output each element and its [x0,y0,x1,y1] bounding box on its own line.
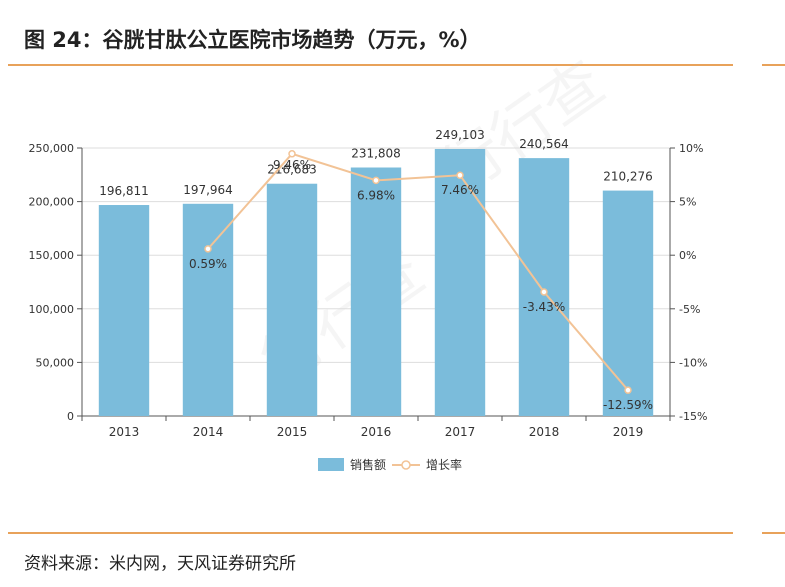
chart-title: 图 24：谷胱甘肽公立医院市场趋势（万元，%） [24,28,481,52]
top-rule [8,64,733,66]
legend-swatch-bar [318,458,344,471]
x-tick-label: 2014 [193,425,224,439]
bar-value-label: 240,564 [519,137,569,151]
growth-point [288,150,296,158]
bar-value-label: 196,811 [99,184,149,198]
growth-value-label: 9.46% [273,158,311,172]
y-left-tick-label: 150,000 [29,249,75,262]
growth-value-label: 6.98% [357,188,395,202]
bottom-rule-stub [762,532,785,534]
growth-point [624,386,632,394]
bottom-rule [8,532,733,534]
top-rule-stub [762,64,785,66]
growth-point [372,176,380,185]
bar-value-label: 210,276 [603,170,653,184]
legend-label-bar: 销售额 [350,457,386,472]
bar-value-label: 249,103 [435,128,485,142]
bar [518,158,570,416]
bar-value-label: 231,808 [351,147,401,161]
y-right-tick-label: -5% [679,303,700,316]
y-right-tick-label: 0% [679,249,696,262]
combo-chart: 0 50,000 100,000 150,000 200,000 250,000 -15% -… [29,128,708,472]
bar [182,203,234,416]
y-left-tick-label: 250,000 [29,142,75,155]
y-right-tick-label: -15% [679,410,707,423]
x-tick-label: 2017 [445,425,476,439]
growth-point [204,245,212,253]
bar [350,167,402,416]
growth-value-label: 0.59% [189,257,227,271]
growth-point [456,171,464,179]
source-note: 资料来源：米内网，天风证券研究所 [24,554,296,574]
y-left-tick-label: 200,000 [29,196,75,209]
bar [434,148,486,416]
x-tick-label: 2018 [529,425,560,439]
y-left-tick-label: 100,000 [29,303,75,316]
y-left-tick-label: 50,000 [36,356,75,369]
y-left-tick-label: 0 [67,410,74,423]
legend-swatch-line-marker [401,460,411,470]
growth-point [540,288,548,296]
growth-value-label: 7.46% [441,183,479,197]
bar [98,205,150,416]
growth-line [207,152,629,391]
bar-value-label: 216,683 [267,163,317,177]
y-right-tick-label: -10% [679,356,707,369]
bar [266,183,318,416]
bar-value-label: 197,964 [183,183,233,197]
growth-value-label: -3.43% [523,300,565,314]
bar [602,190,654,416]
legend-label-line: 增长率 [426,457,462,472]
x-tick-label: 2013 [109,425,140,439]
growth-value-label: -12.59% [603,398,653,412]
x-tick-label: 2015 [277,425,308,439]
x-tick-label: 2019 [613,425,644,439]
x-tick-label: 2016 [361,425,392,439]
y-right-tick-label: 5% [679,196,696,209]
y-right-tick-label: 10% [679,142,703,155]
